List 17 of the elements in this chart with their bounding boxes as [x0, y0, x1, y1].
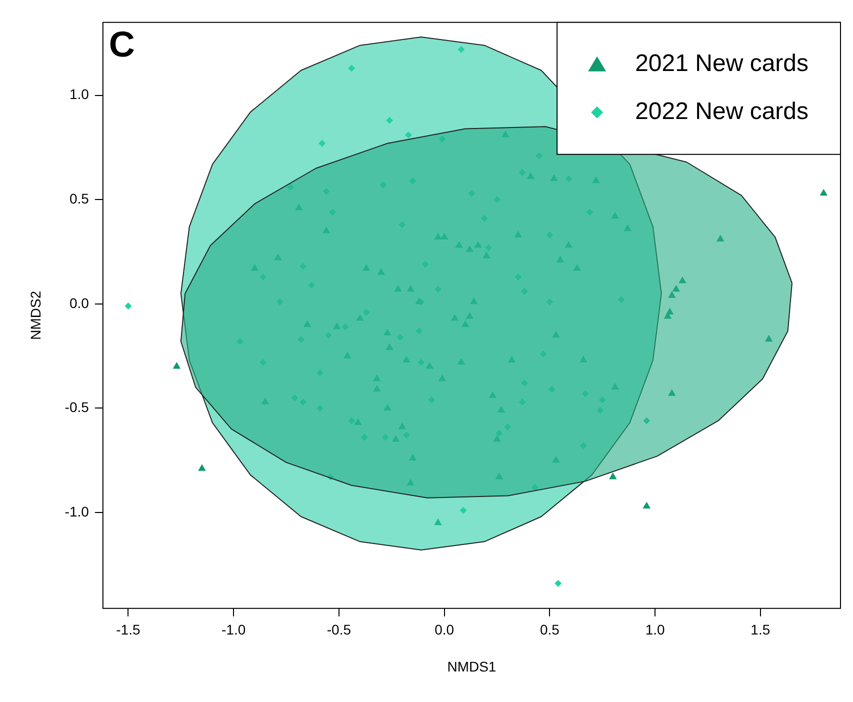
x-tick-label: -1.0 — [222, 622, 246, 638]
y-axis-title: NMDS2 — [27, 290, 44, 340]
x-tick-label: 1.5 — [750, 622, 770, 638]
annotation: C — [108, 23, 135, 64]
y-tick-label: -0.5 — [64, 399, 90, 416]
legend-label: 2021 New cards — [635, 50, 809, 78]
x-axis-title: NMDS1 — [447, 658, 496, 674]
x-tick-label: 0.5 — [540, 622, 560, 638]
x-tick-label: -1.5 — [116, 622, 140, 638]
y-tick-label: 1.0 — [69, 86, 90, 102]
y-tick-label: -1.0 — [64, 503, 90, 520]
y-tick-label: 0.0 — [69, 294, 90, 311]
x-tick-label: 0.0 — [434, 622, 454, 638]
x-tick-label: 1.0 — [645, 622, 665, 638]
legend-label: 2022 New cards — [635, 98, 809, 126]
y-tick-label: 0.5 — [69, 190, 90, 207]
x-tick-label: -0.5 — [326, 622, 352, 638]
